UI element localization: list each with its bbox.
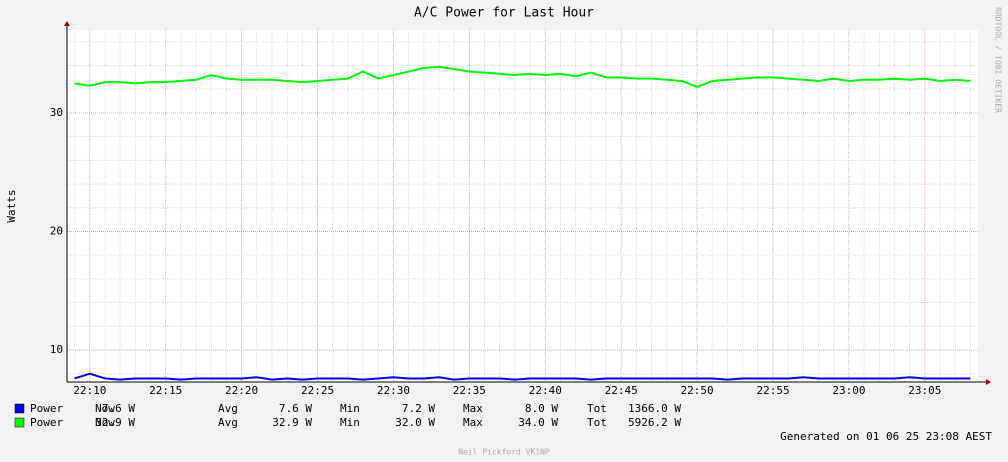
arrow: [986, 379, 991, 385]
stat-name: Min: [340, 416, 360, 429]
stat-name: Min: [340, 402, 360, 415]
x-tick-label: 22:40: [529, 384, 562, 397]
footer: Generated on 01 06 25 23:08 AEST: [780, 430, 992, 443]
stat-value: 34.0 W: [518, 416, 558, 429]
x-tick-label: 23:05: [908, 384, 941, 397]
x-tick-label: 23:00: [832, 384, 865, 397]
stat-value: 7.2 W: [402, 402, 435, 415]
y-tick-label: 10: [50, 343, 63, 356]
x-tick-label: 22:45: [605, 384, 638, 397]
stat-name: Now: [95, 416, 115, 429]
y-axis-label: Watts: [5, 189, 18, 222]
x-tick-label: 22:20: [225, 384, 258, 397]
credit: Neil Pickford VK1NP: [458, 448, 550, 457]
legend-swatch: [14, 417, 25, 428]
chart-title: A/C Power for Last Hour: [414, 6, 594, 21]
stat-name: Now: [95, 402, 115, 415]
stat-value: 7.6 W: [102, 402, 135, 415]
stat-value: 8.0 W: [525, 402, 558, 415]
stat-value: 1366.0 W: [628, 402, 681, 415]
stat-value: 32.9 W: [95, 416, 135, 429]
x-tick-label: 22:10: [73, 384, 106, 397]
stat-value: 7.6 W: [279, 402, 312, 415]
x-tick-label: 22:25: [301, 384, 334, 397]
x-tick-label: 22:55: [756, 384, 789, 397]
stat-name: Tot: [587, 402, 607, 415]
data-line: [74, 65, 971, 88]
stat-value: 32.0 W: [395, 416, 435, 429]
legend-swatch: [14, 403, 25, 414]
x-tick-label: 22:15: [149, 384, 182, 397]
x-tick-label: 22:30: [377, 384, 410, 397]
side-text: RRDTOOL / TOBI OETIKER: [994, 7, 1003, 113]
stat-name: Avg: [218, 402, 238, 415]
stat-name: Avg: [218, 416, 238, 429]
stat-name: Tot: [587, 416, 607, 429]
stat-name: Max: [463, 416, 483, 429]
y-tick-label: 30: [50, 106, 63, 119]
arrow: [64, 21, 70, 26]
legend-label: Power: [30, 416, 63, 429]
plot-area: [67, 30, 978, 382]
stat-value: 32.9 W: [272, 416, 312, 429]
y-tick-label: 20: [50, 224, 63, 237]
x-tick-label: 22:35: [453, 384, 486, 397]
x-tick-label: 22:50: [681, 384, 714, 397]
stat-name: Max: [463, 402, 483, 415]
legend-label: Power: [30, 402, 63, 415]
stat-value: 5926.2 W: [628, 416, 681, 429]
data-line: [74, 372, 971, 381]
